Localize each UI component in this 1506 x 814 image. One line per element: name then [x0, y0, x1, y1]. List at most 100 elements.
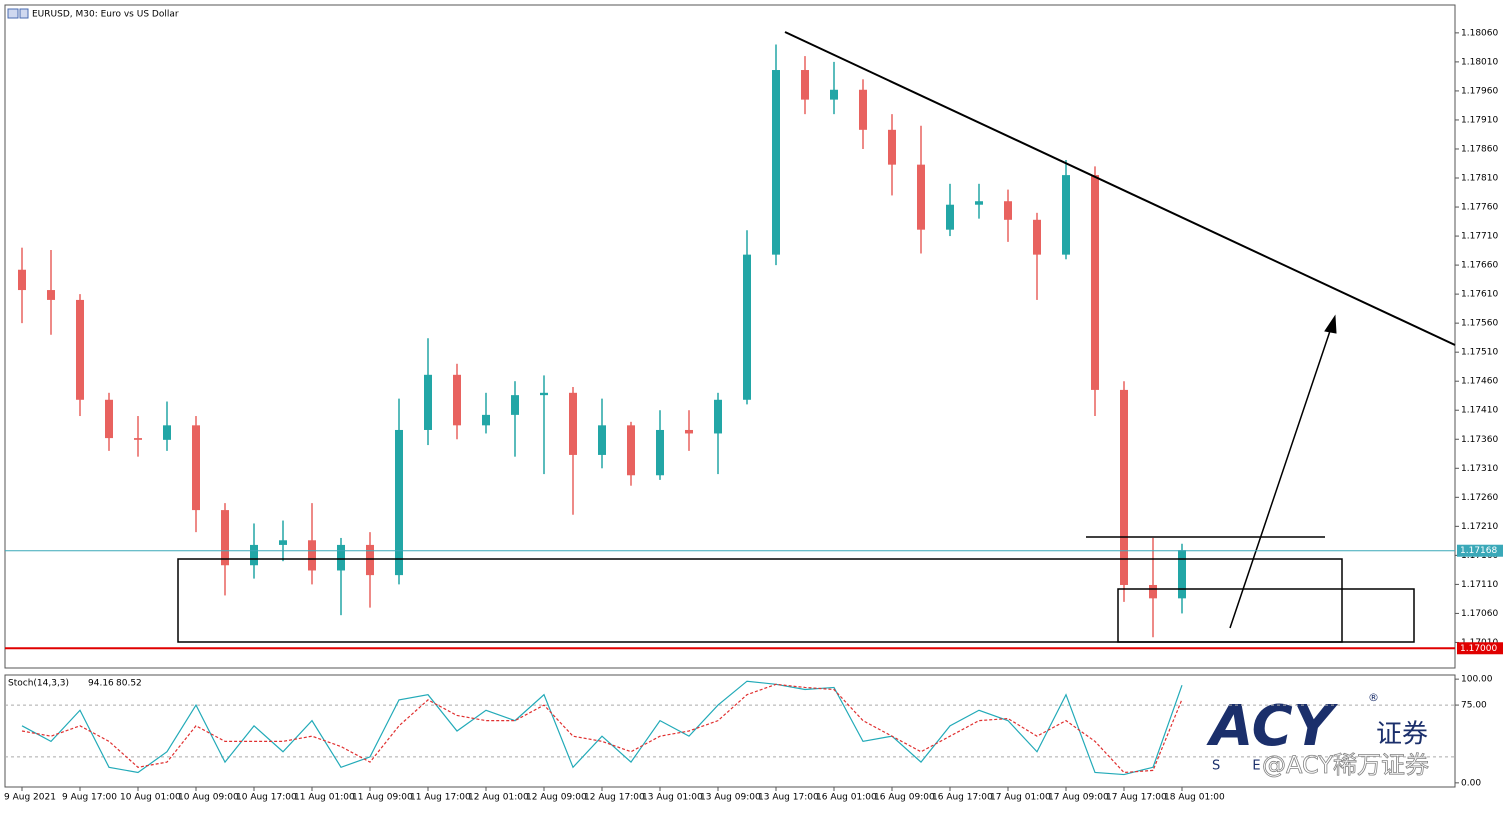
x-tick-label: 16 Aug 17:00	[932, 793, 993, 803]
x-tick-label: 10 Aug 17:00	[236, 793, 297, 803]
y-tick-label: 1.17910	[1461, 115, 1498, 125]
x-tick-label: 18 Aug 01:00	[1164, 793, 1225, 803]
candle-body	[830, 89, 838, 100]
candle-body	[424, 374, 432, 430]
y-tick-label: 1.17260	[1461, 493, 1498, 503]
y-tick-label: 1.17410	[1461, 406, 1498, 416]
candle-body	[917, 164, 925, 230]
y-tick-label: 75.00	[1461, 701, 1487, 711]
candle-body	[250, 544, 258, 566]
arrow	[1229, 327, 1332, 629]
candle-body	[859, 89, 867, 130]
logo: ACY	[1206, 694, 1339, 759]
symbol-icon	[7, 8, 29, 19]
main-panel	[4, 4, 1456, 669]
x-tick-label: 12 Aug 17:00	[584, 793, 645, 803]
y-tick-label: 1.17660	[1461, 261, 1498, 271]
x-tick-label: 13 Aug 17:00	[758, 793, 819, 803]
x-tick-label: 10 Aug 01:00	[120, 793, 181, 803]
chart-title: EURUSD, M30: Euro vs US Dollar	[32, 10, 179, 20]
indicator-value: 80.52	[116, 679, 142, 689]
candle-body	[1004, 201, 1012, 220]
y-tick-label: 1.18010	[1461, 57, 1498, 67]
x-tick-label: 10 Aug 09:00	[178, 793, 239, 803]
x-tick-label: 17 Aug 17:00	[1106, 793, 1167, 803]
y-tick-label: 1.17210	[1461, 522, 1498, 532]
candle-body	[395, 429, 403, 576]
x-tick-label: 17 Aug 09:00	[1048, 793, 1109, 803]
x-tick-label: 13 Aug 01:00	[642, 793, 703, 803]
logo-mark: ®	[1368, 691, 1379, 704]
y-tick-label: 1.17960	[1461, 86, 1498, 96]
y-tick-label: 1.17360	[1461, 435, 1498, 445]
y-tick-label: 1.17060	[1461, 609, 1498, 619]
indicator-name: Stoch(14,3,3)	[8, 679, 69, 689]
y-tick-label: 1.17810	[1461, 174, 1498, 184]
annotations	[177, 31, 1456, 643]
candle-body	[1178, 550, 1186, 599]
x-tick-label: 9 Aug 2021	[4, 793, 56, 803]
trend-line	[784, 31, 1456, 346]
candle-body	[308, 540, 316, 571]
icon	[19, 8, 29, 19]
candles	[18, 44, 1186, 638]
x-tick-label: 17 Aug 01:00	[990, 793, 1051, 803]
y-tick-label: 1.17510	[1461, 348, 1498, 358]
candle-body	[1091, 175, 1099, 390]
price-label: 1.17168	[1460, 546, 1497, 556]
candle-body	[453, 374, 461, 426]
arrow-head	[1324, 314, 1337, 334]
y-tick-label: 1.17460	[1461, 377, 1498, 387]
candle-body	[366, 544, 374, 576]
candle-body	[656, 429, 664, 476]
logo-sub: S E	[1212, 759, 1275, 774]
x-tick-label: 9 Aug 17:00	[62, 793, 117, 803]
candle-body	[743, 254, 751, 400]
candle-body	[76, 299, 84, 400]
candle-body	[279, 540, 287, 545]
y-tick-label: 1.17560	[1461, 319, 1498, 329]
x-tick-label: 13 Aug 09:00	[700, 793, 761, 803]
candle-body	[714, 399, 722, 434]
candle-body	[163, 425, 171, 440]
candle-body	[337, 544, 345, 571]
y-tick-label: 1.17760	[1461, 203, 1498, 213]
indicator-line	[21, 680, 1183, 776]
x-tick-label: 12 Aug 01:00	[468, 793, 529, 803]
candle-body	[482, 414, 490, 426]
branding: ACY ® 证券 S E @ACY稀万证券	[1206, 691, 1429, 779]
x-tick-label: 11 Aug 09:00	[352, 793, 413, 803]
candle-body	[946, 204, 954, 230]
support-zone	[1117, 588, 1415, 643]
candle-body	[511, 395, 519, 415]
logo-cn: 证券	[1376, 720, 1428, 750]
candle-body	[1062, 175, 1070, 255]
x-tick-label: 16 Aug 01:00	[816, 793, 877, 803]
candle-body	[685, 429, 693, 434]
candle-body	[105, 399, 113, 439]
candle-body	[1149, 584, 1157, 599]
candle-body	[888, 129, 896, 165]
candle-body	[192, 425, 200, 511]
x-tick-label: 16 Aug 09:00	[874, 793, 935, 803]
candle-body	[801, 70, 809, 100]
y-tick-label: 1.18060	[1461, 28, 1498, 38]
watermark: @ACY稀万证券	[1262, 751, 1429, 779]
candle-body	[1120, 389, 1128, 585]
candle-body	[772, 70, 780, 255]
y-tick-label: 1.17860	[1461, 144, 1498, 154]
candle-body	[975, 201, 983, 205]
x-tick-label: 12 Aug 09:00	[526, 793, 587, 803]
indicator-value: 94.16	[88, 679, 114, 689]
candle-body	[627, 425, 635, 476]
support-zone	[177, 558, 1343, 643]
y-tick-label: 1.17110	[1461, 580, 1498, 590]
price-label: 1.17000	[1460, 644, 1497, 654]
icon	[7, 8, 19, 19]
candle-body	[598, 425, 606, 455]
y-tick-label: 100.00	[1461, 675, 1493, 685]
indicator-panel	[4, 674, 1456, 788]
